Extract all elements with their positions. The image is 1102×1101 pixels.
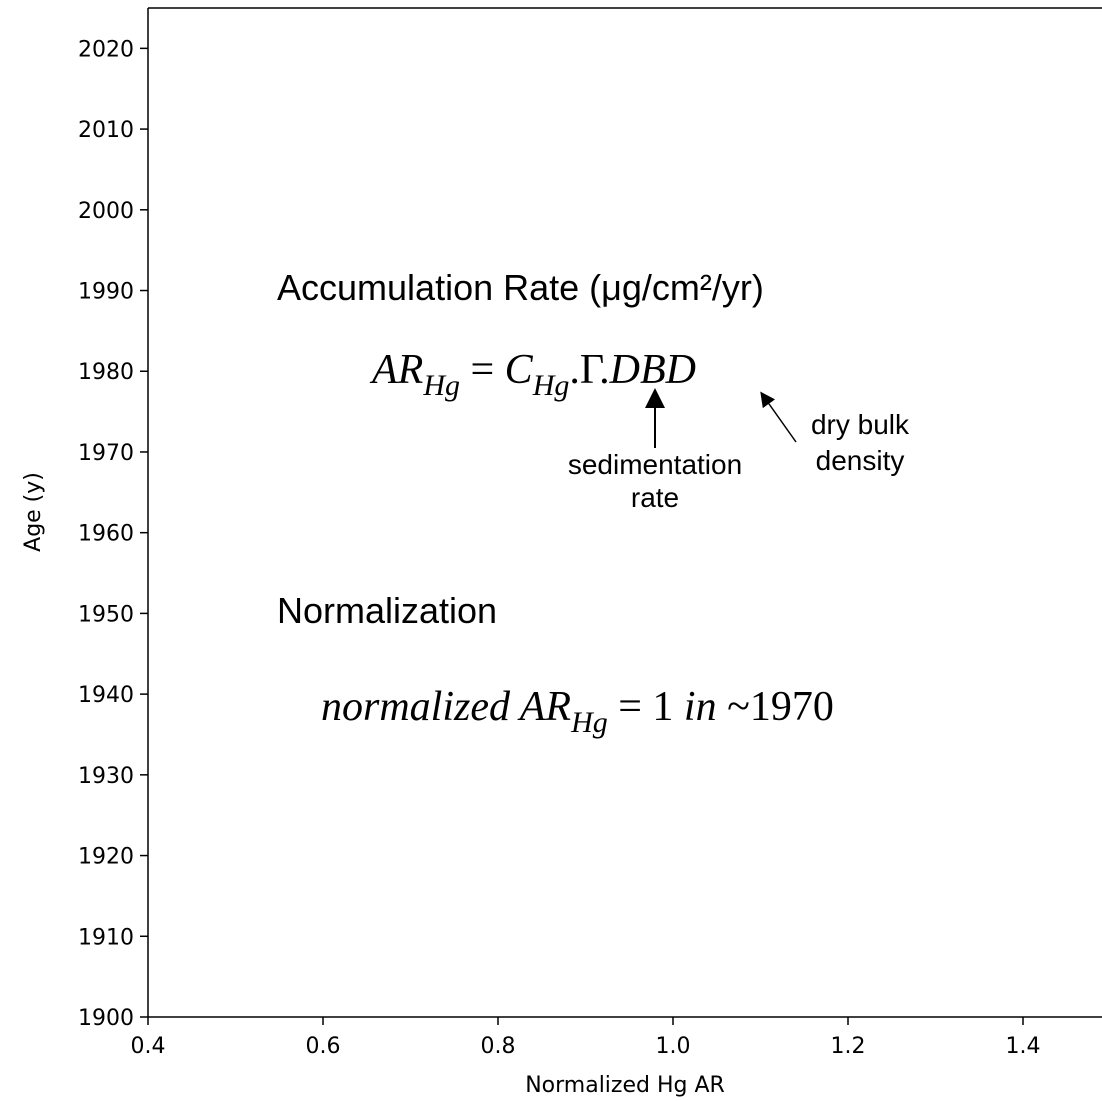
formula-part: = [460,347,505,393]
y-tick-label: 1980 [78,360,134,385]
formula-part: Hg [532,369,570,402]
y-tick-label: 2000 [78,199,134,224]
arrow [760,391,797,443]
x-tick-label: 0.6 [306,1034,341,1059]
y-tick-label: 1940 [78,683,134,708]
x-tick-label: 0.8 [481,1034,516,1059]
y-tick-label: 1990 [78,280,134,305]
formula-part: .Γ. [569,347,609,393]
formula-part: = 1 [608,684,684,730]
y-axis-label: Age (y) [21,472,46,552]
x-tick-label: 1.2 [831,1034,866,1059]
x-tick-label: 0.4 [131,1034,166,1059]
y-tick-label: 1900 [78,1006,134,1031]
y-tick-label: 1920 [78,845,134,870]
arrow-label: density [816,445,905,476]
formula-part: in [684,684,717,730]
y-tick-label: 1970 [78,441,134,466]
y-tick-label: 1960 [78,522,134,547]
x-tick-label: 1.4 [1006,1034,1041,1059]
y-tick-label: 1950 [78,602,134,627]
y-tick-label: 1930 [78,764,134,789]
formula-part: Hg [422,369,460,402]
arrow-label: dry bulk [811,409,910,440]
formula-part: ~1970 [717,684,834,730]
heading: Accumulation Rate (μg/cm²/yr) [277,267,764,308]
formula-part: normalized AR [321,684,571,730]
formula-part: Hg [570,706,608,739]
heading: Normalization [277,590,497,631]
formula: ARHg = CHg.Γ.DBD [369,347,696,402]
arrow-label: rate [631,482,679,513]
y-tick-label: 2010 [78,118,134,143]
formula-part: AR [369,347,423,393]
y-tick-label: 1910 [78,925,134,950]
y-tick-label: 2020 [78,37,134,62]
formula-part: DBD [609,347,696,393]
x-tick-label: 1.0 [656,1034,691,1059]
formula-part: C [505,347,534,393]
x-axis-label: Normalized Hg AR [525,1073,725,1098]
arrow-label: sedimentation [568,449,742,480]
formula: normalized ARHg = 1 in ~1970 [321,684,834,739]
